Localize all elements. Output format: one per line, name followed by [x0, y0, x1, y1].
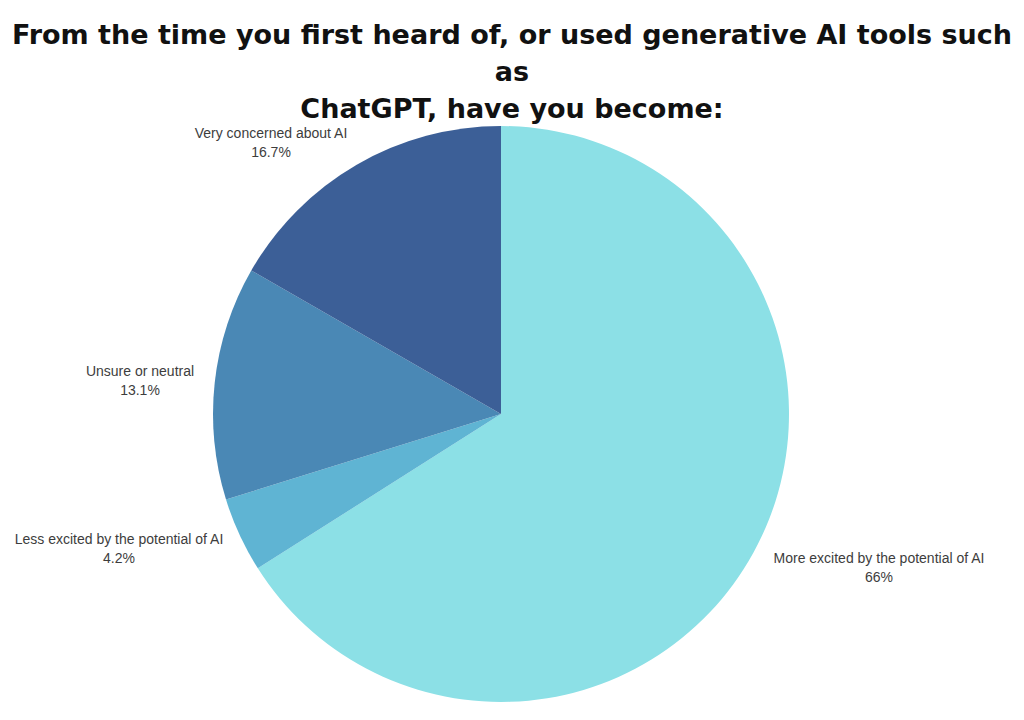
slice-label-text: More excited by the potential of AI: [774, 549, 985, 568]
slice-pct-text: 16.7%: [195, 143, 348, 162]
slice-label-less-excited: Less excited by the potential of AI 4.2%: [15, 530, 224, 568]
slice-pct-text: 4.2%: [15, 549, 224, 568]
slice-label-more-excited: More excited by the potential of AI 66%: [774, 549, 985, 587]
slice-label-very-concerned: Very concerned about AI 16.7%: [195, 124, 348, 162]
slice-label-text: Very concerned about AI: [195, 124, 348, 143]
slice-label-text: Unsure or neutral: [86, 362, 194, 381]
pie-chart-page: From the time you first heard of, or use…: [0, 0, 1024, 720]
slice-label-text: Less excited by the potential of AI: [15, 530, 224, 549]
pie-chart: More excited by the potential of AI 66% …: [0, 0, 1024, 720]
pie-svg: [0, 0, 1024, 720]
slice-label-unsure: Unsure or neutral 13.1%: [86, 362, 194, 400]
slice-pct-text: 66%: [774, 568, 985, 587]
slice-pct-text: 13.1%: [86, 381, 194, 400]
